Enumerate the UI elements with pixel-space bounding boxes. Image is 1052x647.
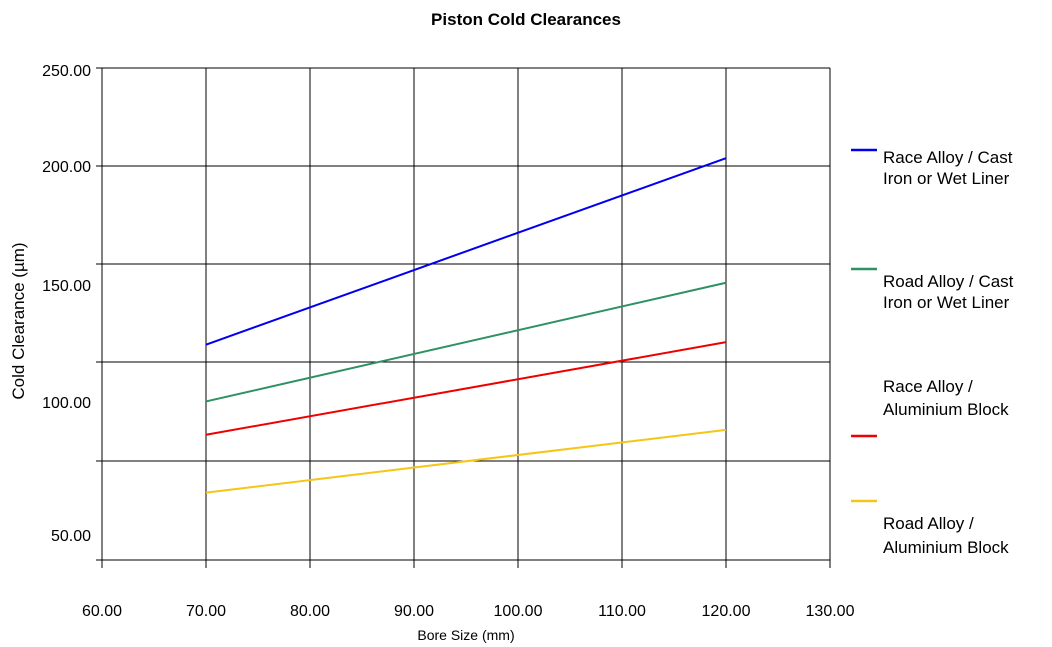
x-tick-label: 110.00: [598, 603, 646, 620]
series-line-1: [205, 281, 727, 403]
y-tick-label: 50.00: [51, 528, 91, 545]
x-tick-label: 120.00: [702, 603, 751, 620]
x-tick-label: 80.00: [290, 603, 330, 620]
y-tick-label: 200.00: [42, 159, 91, 176]
series-line-2: [205, 341, 727, 436]
legend-label-1: Road Alloy / Cast: [883, 272, 1014, 291]
y-tick-label: 250.00: [42, 63, 91, 80]
y-tick-label: 100.00: [42, 395, 91, 412]
series-line-0: [205, 157, 727, 346]
legend-label-1: Iron or Wet Liner: [883, 293, 1010, 312]
x-axis-label: Bore Size (mm): [417, 627, 514, 643]
legend-label-2: Aluminium Block: [883, 400, 1009, 419]
y-tick-label: 150.00: [42, 278, 91, 295]
legend-label-0: Race Alloy / Cast: [883, 148, 1013, 167]
axes: [96, 68, 830, 568]
legend-label-3: Road Alloy /: [883, 514, 974, 533]
x-tick-label: 130.00: [806, 603, 855, 620]
legend-label-3: Aluminium Block: [883, 538, 1009, 557]
legend-label-0: Iron or Wet Liner: [883, 169, 1010, 188]
series-line-3: [205, 428, 727, 494]
x-tick-label: 60.00: [82, 603, 122, 620]
y-axis-label: Cold Clearance (µm): [9, 242, 28, 399]
legend-label-2: Race Alloy /: [883, 377, 973, 396]
x-tick-label: 100.00: [494, 603, 543, 620]
x-tick-label: 70.00: [186, 603, 226, 620]
gridlines: [96, 67, 831, 568]
x-tick-labels: 60.00 70.00 80.00 90.00 100.00 110.00 120.00 13…: [82, 603, 855, 620]
chart-title: Piston Cold Clearances: [431, 10, 621, 29]
y-tick-labels: 50.00 100.00 150.00 200.00 250.00: [42, 63, 91, 545]
x-tick-label: 90.00: [394, 603, 434, 620]
legend: Race Alloy / Cast Iron or Wet Liner Road A…: [851, 148, 1014, 557]
series-lines: [205, 157, 727, 494]
